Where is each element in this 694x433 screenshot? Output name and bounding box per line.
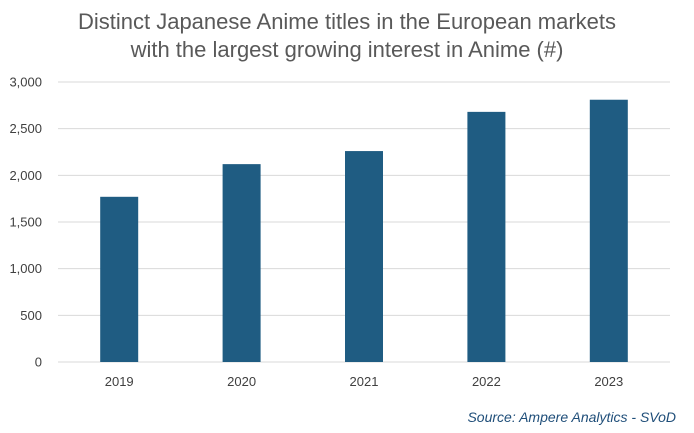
bar-2022	[467, 111, 506, 362]
bars	[100, 99, 628, 362]
y-tick-label: 3,000	[9, 75, 42, 90]
bar-2023	[589, 99, 628, 362]
x-axis-ticks: 2019 2020 2021 2022 2023	[105, 374, 624, 389]
y-tick-label: 0	[35, 355, 42, 370]
y-tick-label: 2,500	[9, 121, 42, 136]
y-tick-label: 500	[20, 308, 42, 323]
bar-2019	[100, 196, 139, 362]
chart-title: Distinct Japanese Anime titles in the Eu…	[0, 8, 694, 64]
x-tick-label: 2023	[594, 374, 623, 389]
x-tick-label: 2022	[472, 374, 501, 389]
bar-2021	[345, 151, 383, 362]
chart-title-line-1: Distinct Japanese Anime titles in the Eu…	[77, 9, 617, 34]
x-tick-label: 2019	[105, 374, 134, 389]
chart-title-line-2: with the largest growing interest in Ani…	[130, 37, 564, 62]
y-tick-label: 1,000	[9, 261, 42, 276]
bar-2020	[222, 164, 261, 362]
y-axis-ticks: 0 500 1,000 1,500 2,000 2,500 3,000	[9, 75, 42, 370]
y-tick-label: 2,000	[9, 168, 42, 183]
y-tick-label: 1,500	[9, 215, 42, 230]
x-tick-label: 2020	[227, 374, 256, 389]
x-tick-label: 2021	[350, 374, 379, 389]
source-note: Source: Ampere Analytics - SVoD	[467, 409, 676, 425]
